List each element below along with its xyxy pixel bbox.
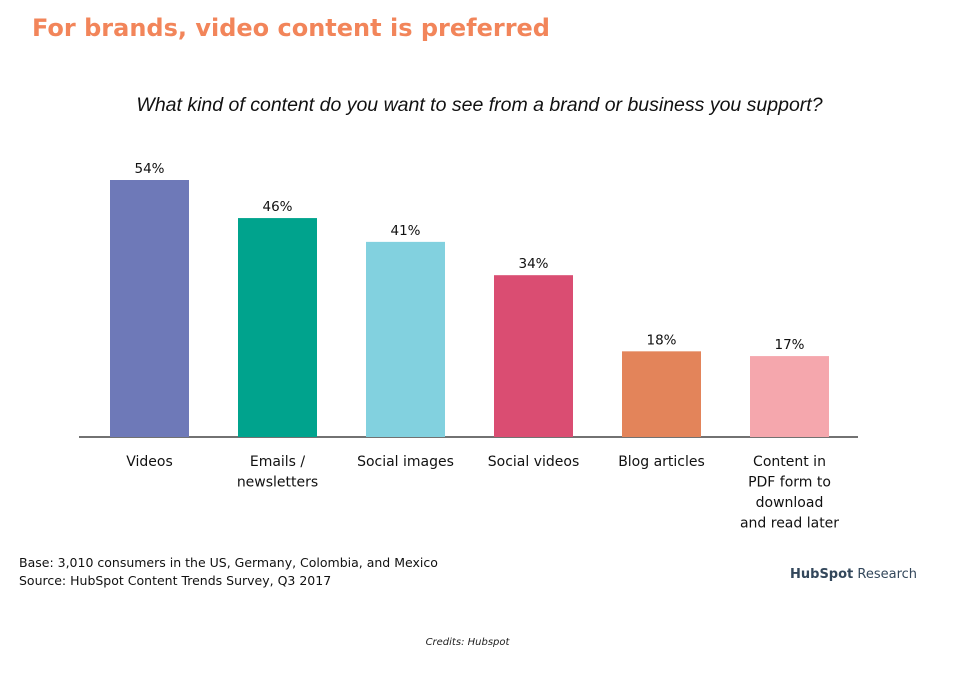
- hubspot-research-logo: HubSpot Research: [790, 567, 917, 582]
- value-label-2: 41%: [390, 223, 420, 239]
- category-label-5-3: and read later: [740, 516, 839, 532]
- base-note: Base: 3,010 consumers in the US, Germany…: [19, 555, 438, 570]
- brand-suffix: Research: [857, 567, 918, 582]
- bar-1: [238, 218, 317, 437]
- bar-4: [622, 351, 701, 437]
- category-label-0-0: Videos: [126, 454, 173, 470]
- credits: Credits: Hubspot: [425, 637, 510, 648]
- bar-0: [110, 180, 189, 437]
- category-label-5-0: Content in: [753, 454, 826, 470]
- source-note: Source: HubSpot Content Trends Survey, Q…: [19, 573, 332, 588]
- bar-3: [494, 275, 573, 437]
- value-label-4: 18%: [646, 332, 676, 348]
- value-label-1: 46%: [262, 199, 292, 215]
- category-label-3-0: Social videos: [488, 454, 580, 470]
- headline: For brands, video content is preferred: [32, 14, 550, 42]
- category-label-1-1: newsletters: [237, 475, 318, 491]
- bar-2: [366, 241, 445, 437]
- value-label-0: 54%: [134, 161, 164, 177]
- category-label-4-0: Blog articles: [618, 454, 705, 470]
- category-label-1-0: Emails /: [250, 454, 306, 470]
- category-label-5-1: PDF form to: [748, 475, 831, 491]
- category-label-2-0: Social images: [357, 454, 454, 470]
- value-label-3: 34%: [518, 256, 548, 272]
- brand-name: HubSpot: [790, 567, 854, 582]
- category-label-5-2: download: [756, 495, 824, 511]
- bar-5: [750, 356, 829, 437]
- value-label-5: 17%: [774, 337, 804, 353]
- chart-question: What kind of content do you want to see …: [136, 94, 823, 116]
